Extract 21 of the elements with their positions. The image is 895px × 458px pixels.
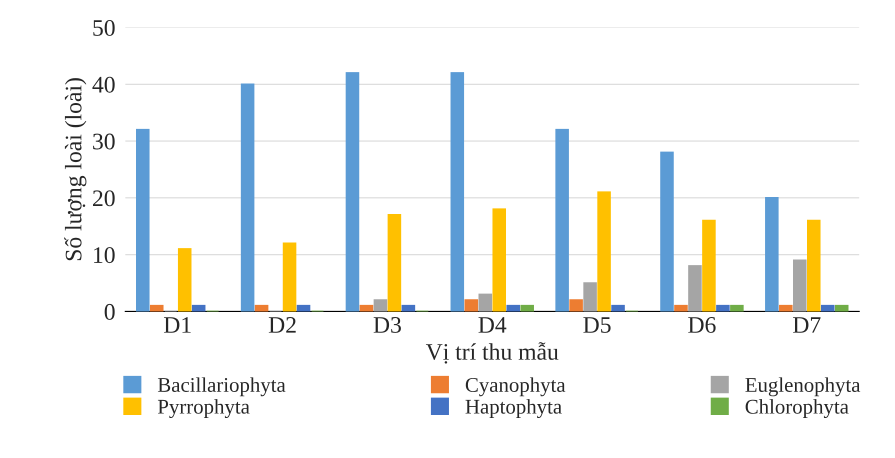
y-tick-label: 30 xyxy=(93,134,115,150)
y-tick-label: 10 xyxy=(94,247,115,264)
x-tick-label: D3 xyxy=(374,317,401,333)
y-tick-label: 40 xyxy=(92,76,115,93)
y-tick-label: 0 xyxy=(104,304,115,320)
legend-label: Haptophyta xyxy=(466,399,562,418)
legend-label: Chlorophyta xyxy=(746,399,849,418)
x-tick-label: D2 xyxy=(268,317,296,333)
legend-label: Euglenophyta xyxy=(745,377,860,396)
x-tick-label: D7 xyxy=(793,317,821,333)
legend-label: Cyanophyta xyxy=(466,377,566,396)
x-tick-label: D1 xyxy=(164,317,191,333)
legend-label: Bacillariophyta xyxy=(158,377,286,396)
x-tick-label: D4 xyxy=(478,317,506,333)
x-tick-label: D5 xyxy=(583,317,611,333)
y-tick-label: 50 xyxy=(93,20,115,36)
y-axis-title: Số lượng loài (loài) xyxy=(64,78,86,260)
x-axis-title: Vị trí thu mẫu xyxy=(426,342,558,364)
legend-label: Pyrrophyta xyxy=(158,399,250,418)
y-tick-label: 20 xyxy=(93,190,115,206)
x-tick-label: D6 xyxy=(688,317,716,333)
